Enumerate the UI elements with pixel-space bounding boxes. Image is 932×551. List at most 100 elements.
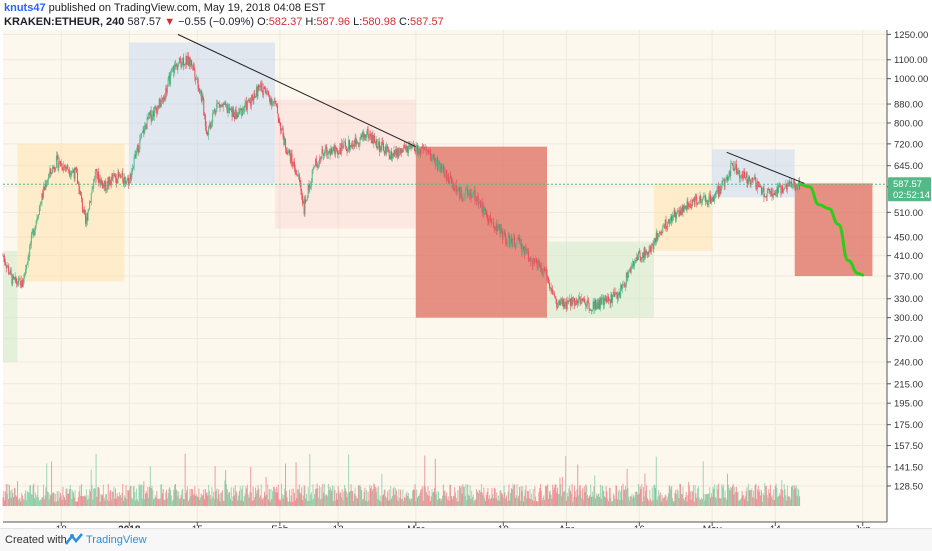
volume-bar	[193, 493, 195, 506]
ohlc-line: KRAKEN:ETHEUR, 240 587.57 ▼ −0.55 (−0.09…	[4, 16, 444, 29]
volume-bar	[472, 497, 474, 506]
candle-body	[454, 189, 456, 191]
volume-bar	[610, 497, 612, 506]
volume-bars	[2, 453, 801, 506]
candle-body	[222, 103, 224, 108]
volume-bar	[613, 495, 615, 506]
symbol-label[interactable]: KRAKEN:ETHEUR, 240	[4, 16, 125, 28]
volume-bar	[634, 492, 636, 506]
candle-body	[573, 298, 575, 302]
candle-body	[119, 174, 121, 177]
author-link[interactable]: knuts47	[4, 2, 46, 14]
volume-bar	[545, 486, 547, 506]
volume-bar	[773, 500, 775, 506]
candle-body	[748, 176, 750, 184]
tradingview-logo-icon[interactable]	[64, 532, 84, 551]
candle-body	[538, 261, 540, 263]
candle-body	[453, 183, 455, 190]
candle-body	[202, 95, 204, 100]
candle-body	[37, 216, 39, 219]
volume-bar	[626, 468, 628, 506]
volume-bar	[344, 484, 346, 506]
volume-bar	[455, 498, 457, 506]
price-tick-label: 175.00	[894, 420, 923, 431]
volume-bar	[767, 498, 769, 506]
candle-body	[325, 146, 327, 149]
candle-body	[444, 174, 446, 177]
candle-body	[780, 187, 782, 193]
volume-bar	[239, 485, 241, 506]
volume-bar	[410, 498, 412, 506]
candle-body	[217, 102, 219, 104]
candle-body	[344, 141, 346, 147]
tradingview-link[interactable]: TradingView	[86, 534, 147, 546]
candle-body	[540, 267, 542, 273]
volume-bar	[110, 499, 112, 506]
volume-bar	[667, 497, 669, 506]
price-chart[interactable]: 1250.001100.001000.00880.00800.00720.006…	[0, 30, 932, 528]
candle-body	[85, 213, 87, 224]
volume-bar	[463, 486, 465, 506]
volume-bar	[338, 490, 340, 506]
volume-bar	[136, 499, 138, 506]
volume-bar	[686, 501, 688, 506]
candle-body	[703, 196, 705, 198]
candle-body	[739, 176, 741, 178]
candle-body	[585, 304, 587, 307]
candle-body	[251, 95, 253, 100]
time-axis[interactable]: 18201815Feb13Mar19Apr16May14Jun	[3, 521, 887, 528]
candle-body	[12, 276, 14, 285]
volume-bar	[51, 493, 53, 506]
candle-body	[685, 207, 687, 211]
volume-bar	[381, 474, 383, 506]
volume-bar	[384, 489, 386, 506]
volume-bar	[697, 488, 699, 506]
price-tick-label: 720.00	[894, 139, 923, 150]
candle-body	[566, 301, 568, 309]
candle-body	[553, 293, 555, 297]
volume-bar	[278, 498, 280, 506]
volume-bar	[4, 491, 6, 506]
candle-body	[603, 297, 605, 305]
volume-bar	[57, 500, 59, 506]
candle-body	[211, 122, 213, 124]
candle-body	[399, 148, 401, 152]
candle-body	[208, 127, 210, 135]
price-tick-label: 370.00	[894, 272, 923, 283]
volume-bar	[169, 487, 171, 506]
volume-bar	[184, 453, 186, 506]
volume-bar	[723, 497, 725, 506]
candle-body	[221, 104, 223, 108]
candle-body	[779, 184, 781, 188]
candle-body	[635, 257, 637, 262]
volume-bar	[450, 484, 452, 506]
volume-bar	[336, 492, 338, 506]
volume-bar	[456, 501, 458, 506]
price-axis[interactable]: 1250.001100.001000.00880.00800.00720.006…	[886, 30, 928, 522]
volume-bar	[231, 500, 233, 506]
volume-bar	[286, 497, 288, 506]
price-tag-box	[888, 177, 931, 202]
candle-body	[263, 86, 265, 96]
candle-body	[69, 174, 71, 176]
volume-bar	[614, 498, 616, 506]
high-label: H:	[305, 16, 317, 28]
candle-body	[512, 237, 514, 248]
volume-bar	[344, 488, 346, 506]
candle-body	[698, 200, 700, 203]
candle-body	[714, 194, 716, 201]
volume-bar	[17, 481, 19, 506]
volume-bar	[378, 486, 380, 506]
candle-body	[135, 154, 137, 156]
volume-bar	[226, 489, 228, 506]
candle-body	[83, 209, 85, 213]
price-tick-label: 270.00	[894, 334, 923, 345]
candle-body	[350, 145, 352, 147]
candle-body	[678, 211, 680, 217]
candle-body	[274, 100, 276, 103]
candle-body	[769, 188, 771, 192]
volume-bar	[224, 480, 226, 506]
candle-body	[254, 93, 256, 97]
volume-bar	[89, 491, 91, 506]
candle-body	[6, 266, 8, 268]
